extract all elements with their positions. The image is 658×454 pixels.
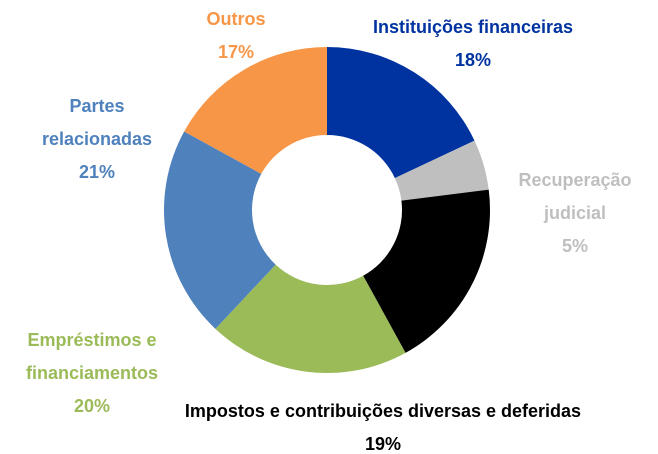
slice-value: 18% bbox=[454, 50, 492, 70]
slice-label: Empréstimos e financiamentos 20% bbox=[0, 324, 192, 423]
slice-label: Instituições financeiras 18% bbox=[343, 11, 603, 77]
donut-slice bbox=[184, 47, 327, 174]
slice-name: Instituições financeiras bbox=[372, 17, 574, 37]
donut-slice bbox=[215, 264, 406, 373]
slice-value: 17% bbox=[217, 42, 255, 62]
donut-slice bbox=[394, 140, 489, 201]
donut-slice bbox=[327, 47, 475, 179]
slice-name: Impostos e contribuições diversas e defe… bbox=[184, 401, 582, 421]
donut-slice bbox=[363, 189, 490, 353]
slice-value: 21% bbox=[78, 162, 116, 182]
slice-name: Empréstimos e financiamentos bbox=[25, 330, 159, 383]
slice-label: Recuperação judicial 5% bbox=[500, 164, 650, 263]
slice-label: Outros 17% bbox=[176, 3, 296, 69]
slice-value: 5% bbox=[561, 236, 588, 256]
slice-name: Partes relacionadas bbox=[41, 96, 153, 149]
slice-label: Impostos e contribuições diversas e defe… bbox=[103, 395, 658, 454]
slice-value: 20% bbox=[73, 396, 111, 416]
slice-name: Outros bbox=[206, 9, 266, 29]
slice-label: Partes relacionadas 21% bbox=[22, 90, 172, 189]
donut-slice bbox=[164, 131, 276, 329]
slice-name: Recuperação judicial bbox=[518, 170, 632, 223]
slice-value: 19% bbox=[364, 434, 402, 454]
